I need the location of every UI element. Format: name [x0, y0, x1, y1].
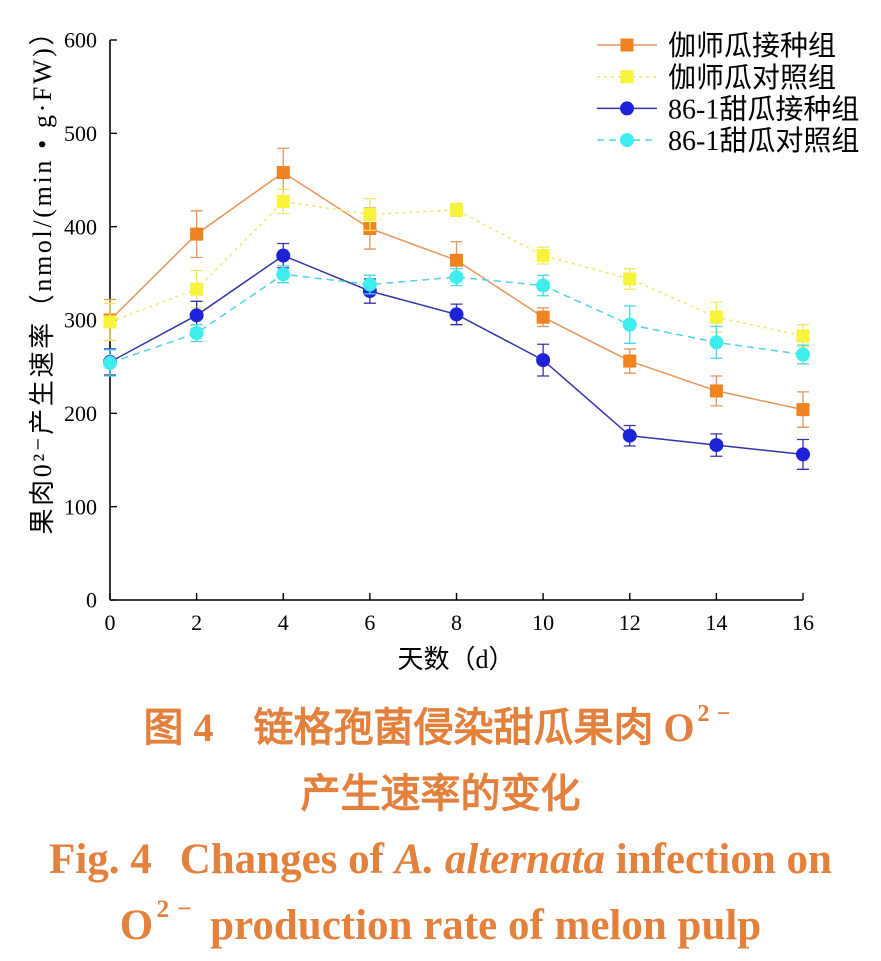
caption-en-line-2: O 2− production rate of melon pulp: [0, 893, 881, 959]
caption-cn-title-end: 产生速率的变化: [300, 771, 581, 816]
caption-en-title-middle: infection on: [605, 836, 832, 883]
caption-en-oxygen-symbol: O: [119, 902, 154, 949]
y-axis-ticks: 0 100 200 300 400 500 600: [64, 28, 117, 613]
data-point: [536, 278, 551, 293]
x-tick-label: 2: [191, 610, 202, 635]
y-tick-label: 100: [64, 494, 97, 519]
data-point: [190, 282, 204, 296]
legend-label: 86-1甜瓜对照组: [668, 125, 859, 157]
caption-cn-superscript: 2−: [697, 700, 738, 727]
y-tick-label: 500: [64, 121, 97, 146]
data-point: [449, 270, 464, 285]
caption-cn-title-start: 链格孢菌侵染甜瓜果肉 O: [253, 705, 695, 750]
y-tick-label: 400: [64, 214, 97, 239]
series-line: [109, 273, 804, 364]
caption-en-title-start: Changes of: [179, 836, 395, 883]
x-tick-label: 6: [364, 610, 375, 635]
series-2: [103, 188, 810, 348]
series-1: [103, 147, 810, 428]
data-point: [709, 335, 724, 350]
legend-label: 伽师瓜对照组: [668, 62, 836, 94]
y-tick-label: 300: [64, 308, 97, 333]
legend-marker: [620, 133, 634, 148]
data-point: [709, 384, 723, 398]
data-point: [796, 403, 810, 417]
data-point: [450, 253, 463, 267]
legend-item: 86-1甜瓜对照组: [597, 125, 859, 157]
data-point: [362, 277, 377, 292]
caption-cn-line-1: 图 4 链格孢菌侵染甜瓜果肉 O 2−: [0, 695, 881, 761]
data-point: [709, 438, 724, 453]
caption-cn-figure-number: 图 4: [143, 705, 214, 750]
legend-marker: [620, 70, 634, 84]
data-point: [363, 208, 377, 222]
caption-en-line-1: Fig. 4 Changes of A. alternata infection …: [0, 827, 881, 893]
legend-item: 伽师瓜对照组: [597, 62, 836, 94]
x-tick-label: 16: [792, 610, 814, 635]
data-point: [623, 354, 637, 368]
caption-en-figure-number: Fig. 4: [49, 836, 152, 883]
x-tick-label: 14: [705, 610, 727, 635]
caption-en-species-name: A. alternata: [394, 836, 605, 883]
legend-marker: [620, 38, 634, 52]
legend-label: 伽师瓜接种组: [668, 30, 836, 62]
data-point: [796, 329, 810, 343]
legend-marker: [620, 101, 634, 116]
legend-label: 86-1甜瓜接种组: [668, 93, 859, 125]
x-tick-label: 0: [105, 610, 116, 635]
legend-item: 86-1甜瓜接种组: [597, 93, 859, 125]
legend-item: 伽师瓜接种组: [597, 30, 836, 62]
data-point: [276, 267, 291, 282]
caption-en-superscript: 2−: [156, 894, 200, 924]
data-point: [276, 248, 291, 263]
data-point: [622, 317, 637, 332]
data-point: [536, 353, 551, 368]
x-tick-label: 8: [451, 610, 462, 635]
data-point: [103, 355, 117, 370]
data-point: [709, 310, 723, 324]
figure-caption: 图 4 链格孢菌侵染甜瓜果肉 O 2− 产生速率的变化 Fig. 4 Changes …: [0, 695, 881, 959]
y-tick-label: 0: [86, 588, 97, 613]
x-tick-label: 12: [619, 610, 641, 635]
x-axis-label: 天数（d）: [397, 645, 514, 674]
data-point: [796, 447, 810, 462]
caption-cn-line-2: 产生速率的变化: [0, 761, 881, 827]
data-point: [796, 347, 810, 362]
y-tick-label: 600: [64, 28, 97, 53]
x-tick-label: 10: [532, 610, 554, 635]
series-line: [109, 200, 804, 337]
data-point: [536, 249, 550, 263]
series-4: [103, 265, 810, 377]
x-axis-ticks: 0 2 4 6 8 10 12 14 16: [105, 593, 814, 635]
data-point: [276, 194, 290, 208]
data-point: [450, 203, 463, 217]
caption-en-title-end: production rate of melon pulp: [199, 902, 762, 949]
y-tick-label: 200: [64, 401, 97, 426]
data-point: [189, 308, 204, 323]
data-point: [536, 310, 550, 324]
data-point: [623, 272, 637, 286]
series-layer: [103, 147, 810, 470]
data-point: [103, 315, 117, 329]
data-point: [189, 326, 204, 341]
data-point: [449, 307, 464, 322]
data-point: [190, 227, 204, 241]
y-axis-label: 果肉0²⁻产生速率（nmol/(min • g·FW)）: [28, 20, 57, 535]
data-point: [276, 166, 290, 180]
data-point: [622, 428, 637, 443]
x-tick-label: 4: [278, 610, 289, 635]
